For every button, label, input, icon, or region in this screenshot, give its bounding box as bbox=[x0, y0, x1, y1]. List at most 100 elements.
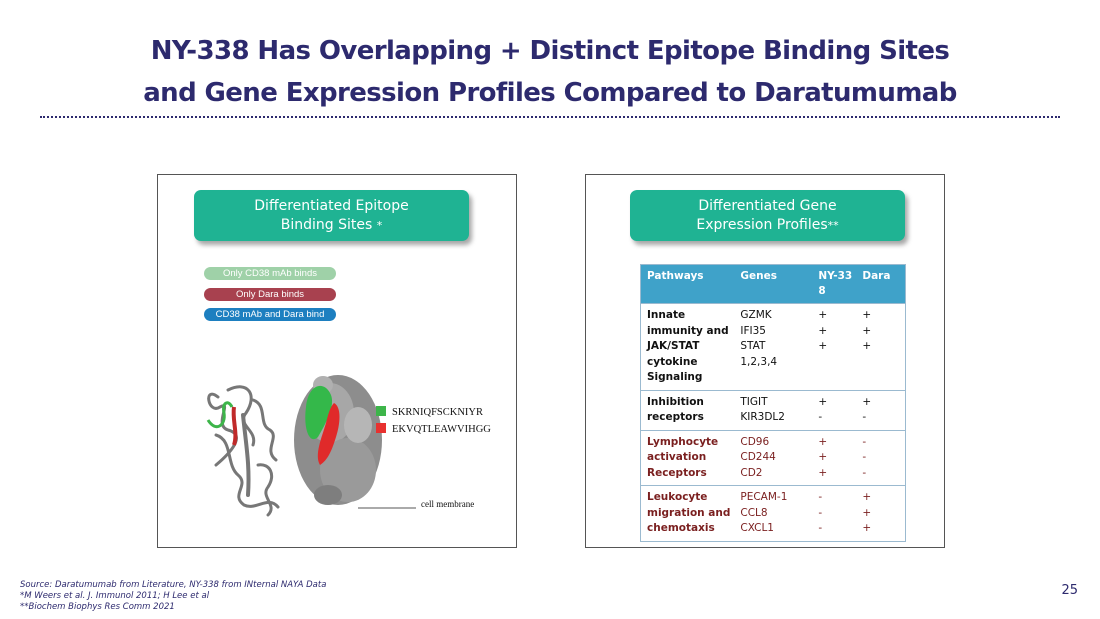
red-epitope-patch bbox=[317, 403, 340, 465]
ny338-cell-line: + bbox=[818, 466, 828, 479]
genes-cell-line: PECAM-1 bbox=[740, 491, 788, 503]
ribbon-structure bbox=[207, 385, 280, 517]
dara-cell-line: + bbox=[862, 340, 872, 352]
pathway-cell-line: Innate bbox=[647, 309, 686, 321]
pathway-cell-line: JAK/STAT bbox=[647, 340, 700, 352]
page-number: 25 bbox=[1061, 583, 1078, 598]
dara-cell: + + + bbox=[856, 303, 906, 390]
legend-both-bind: CD38 mAb and Dara bind bbox=[204, 308, 336, 321]
membrane-label: cell membrane bbox=[421, 499, 474, 509]
dara-cell: + + + bbox=[856, 485, 906, 541]
dara-cell-line: + bbox=[862, 395, 872, 408]
genes-cell-line: CD244 bbox=[740, 451, 776, 463]
sequence-2-swatch bbox=[376, 423, 386, 433]
footnote-source: Source: Daratumumab from Literature, NY-… bbox=[20, 580, 327, 590]
pathway-cell-line: Lymphocyte bbox=[647, 435, 719, 448]
pathway-cell-line: Signaling bbox=[647, 371, 703, 383]
genes-cell: PECAM-1 CCL8 CXCL1 bbox=[734, 485, 813, 541]
dara-cell-line: + bbox=[862, 324, 872, 337]
ny338-cell-line: + bbox=[818, 309, 828, 321]
table-row: Innate immunity and JAK/STAT cytokine Signal… bbox=[640, 303, 906, 390]
pathway-cell-line: migration and bbox=[647, 506, 731, 519]
pathway-cell-line: Leukocyte bbox=[647, 491, 708, 503]
genes-cell-line: TIGIT bbox=[740, 395, 768, 408]
title-line-2: and Gene Expression Profiles Compared to… bbox=[143, 78, 957, 108]
table-row: Lymphocyte activation Receptors CD96 CD244 CD… bbox=[640, 429, 906, 486]
dara-cell-line: - bbox=[862, 466, 867, 479]
dara-cell-line: + bbox=[862, 522, 872, 534]
genes-cell: CD96 CD244 CD2 bbox=[734, 429, 813, 486]
sequence-2-label: EKVQTLEAWVIHGG bbox=[392, 424, 491, 435]
ny338-cell-line: + bbox=[818, 435, 828, 448]
ribbon-red-segment bbox=[231, 406, 238, 446]
cd38-structure-figure: SKRNIQFSCKNIYR EKVQTLEAWVIHGG cell membr… bbox=[206, 375, 491, 517]
pathway-cell: Inhibition receptors bbox=[640, 389, 735, 430]
genes-cell-line: 1,2,3,4 bbox=[740, 355, 778, 368]
epitope-header: Differentiated Epitope Binding Sites * bbox=[194, 190, 469, 241]
pathway-cell-line: Receptors bbox=[647, 466, 707, 479]
ny338-cell-line: - bbox=[818, 506, 823, 519]
header-ny338: NY-338 bbox=[812, 264, 857, 304]
genes-cell-line: STAT bbox=[740, 340, 766, 352]
genes-cell: TIGIT KIR3DL2 bbox=[734, 389, 813, 430]
footnote-ref-1: *M Weers et al. J. Immunol 2011; H Lee e… bbox=[20, 591, 210, 601]
gene-expression-panel: Differentiated Gene Expression Profiles*… bbox=[585, 174, 945, 548]
sequence-1-label: SKRNIQFSCKNIYR bbox=[392, 407, 483, 418]
gene-header-line-2: Expression Profiles bbox=[696, 217, 828, 233]
pathway-cell-line: immunity and bbox=[647, 324, 729, 337]
footnotes: Source: Daratumumab from Literature, NY-… bbox=[20, 580, 326, 613]
genes-cell-line: CD96 bbox=[740, 435, 770, 448]
pathway-cell-line: receptors bbox=[647, 411, 704, 423]
header-genes: Genes bbox=[734, 264, 813, 304]
gene-expression-header: Differentiated Gene Expression Profiles*… bbox=[630, 190, 905, 241]
ny338-cell: + + + bbox=[812, 429, 857, 486]
pathway-cell-line: cytokine bbox=[647, 355, 698, 368]
legend-only-dara: Only Dara binds bbox=[204, 288, 336, 301]
genes-cell-line: GZMK bbox=[740, 309, 772, 321]
ny338-cell-line: + bbox=[818, 395, 828, 408]
pathway-cell-line: activation bbox=[647, 451, 707, 463]
ny338-cell-line: + bbox=[818, 451, 828, 463]
dara-cell-line: - bbox=[862, 451, 867, 463]
legend-only-cd38: Only CD38 mAb binds bbox=[204, 267, 336, 280]
pathway-cell: Innate immunity and JAK/STAT cytokine Signal… bbox=[640, 303, 735, 390]
pathway-cell: Leukocyte migration and chemotaxis bbox=[640, 485, 735, 541]
dara-cell-line: + bbox=[862, 491, 872, 503]
ny338-cell-line: + bbox=[818, 340, 828, 352]
dara-cell-line: + bbox=[862, 506, 872, 519]
ny338-cell-line: + bbox=[818, 324, 828, 337]
space-filling-structure bbox=[294, 375, 382, 505]
epitope-header-line-1: Differentiated Epitope bbox=[254, 198, 409, 214]
title-divider bbox=[40, 116, 1060, 118]
ny338-cell-line: - bbox=[818, 411, 823, 423]
header-pathways: Pathways bbox=[640, 264, 735, 304]
genes-cell-line: CXCL1 bbox=[740, 522, 774, 534]
green-epitope-patch bbox=[305, 385, 333, 440]
table-row: Inhibition receptors TIGIT KIR3DL2 + - + - bbox=[640, 389, 906, 430]
dara-cell-line: + bbox=[862, 309, 872, 321]
ribbon-green-segment bbox=[206, 401, 234, 429]
gene-header-line-1: Differentiated Gene bbox=[698, 198, 837, 214]
genes-cell-line: CD2 bbox=[740, 466, 763, 479]
table-row: Leukocyte migration and chemotaxis PECAM-1 C… bbox=[640, 485, 906, 541]
genes-cell-line: CCL8 bbox=[740, 506, 768, 519]
pathway-cell-line: chemotaxis bbox=[647, 522, 715, 534]
epitope-header-line-2: Binding Sites bbox=[280, 217, 373, 233]
ny338-cell-line: - bbox=[818, 522, 823, 534]
gene-expression-table: Pathways Genes NY-338 Dara Innate immunit… bbox=[640, 264, 906, 542]
ny338-cell-line: - bbox=[818, 491, 823, 503]
ny338-cell: + - bbox=[812, 389, 857, 430]
table-header-row: Pathways Genes NY-338 Dara bbox=[640, 264, 906, 304]
genes-cell-line: IFI35 bbox=[740, 324, 766, 337]
dara-cell-line: - bbox=[862, 435, 867, 448]
genes-cell-line: KIR3DL2 bbox=[740, 411, 785, 423]
gene-header-marker: ** bbox=[827, 219, 839, 232]
ny338-cell: - - - bbox=[812, 485, 857, 541]
slide-title: NY-338 Has Overlapping + Distinct Epitop… bbox=[0, 30, 1100, 114]
genes-cell: GZMK IFI35 STAT 1,2,3,4 bbox=[734, 303, 813, 390]
dara-cell: + - bbox=[856, 389, 906, 430]
title-line-1: NY-338 Has Overlapping + Distinct Epitop… bbox=[150, 36, 950, 66]
ny338-cell: + + + bbox=[812, 303, 857, 390]
sequence-1-swatch bbox=[376, 406, 386, 416]
pathway-cell-line: Inhibition bbox=[647, 395, 704, 408]
